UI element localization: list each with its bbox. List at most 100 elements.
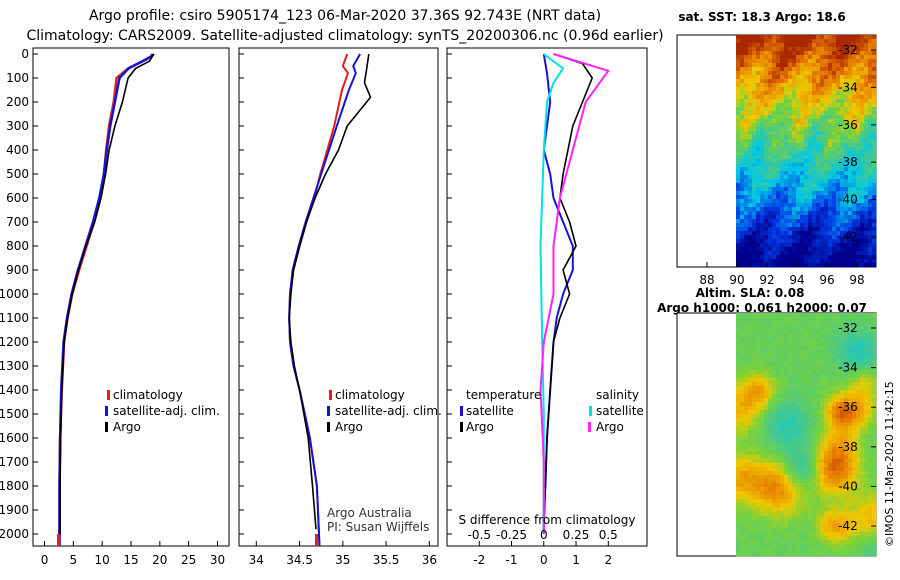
sst-cell xyxy=(808,87,813,92)
sst-cell xyxy=(772,79,777,84)
sst-cell xyxy=(828,143,833,148)
sst-cell xyxy=(768,147,773,152)
sla-cell xyxy=(784,543,789,549)
sla-cell xyxy=(860,414,865,419)
sla-cell xyxy=(760,398,765,403)
sst-cell xyxy=(788,243,793,248)
sla-cell xyxy=(868,495,873,500)
sst-cell xyxy=(864,87,869,92)
sst-cell xyxy=(864,99,869,104)
map-ytick-label: -42 xyxy=(838,519,858,533)
sla-cell xyxy=(868,442,873,447)
sla-cell xyxy=(820,523,825,528)
sst-cell xyxy=(752,255,757,260)
sst-cell xyxy=(756,215,761,220)
sst-cell xyxy=(800,91,805,96)
sla-cell xyxy=(788,547,793,553)
sst-cell xyxy=(864,211,869,216)
sst-cell xyxy=(804,215,809,220)
sst-cell xyxy=(872,219,877,224)
sla-cell xyxy=(760,313,765,318)
sla-cell xyxy=(788,325,793,330)
sst-cell xyxy=(816,247,821,252)
sst-cell xyxy=(752,251,757,256)
sst-cell xyxy=(780,43,785,48)
sla-cell xyxy=(808,317,813,322)
sla-cell xyxy=(764,402,769,407)
sla-cell xyxy=(832,454,837,460)
sst-cell xyxy=(844,239,849,244)
sla-cell xyxy=(816,406,821,411)
sla-cell xyxy=(772,483,777,488)
sla-cell xyxy=(760,430,765,435)
sst-cell xyxy=(788,135,793,140)
sla-cell xyxy=(840,422,845,427)
sst-cell xyxy=(836,179,841,184)
sla-cell xyxy=(800,515,805,520)
sst-cell xyxy=(796,139,801,144)
sst-cell xyxy=(864,79,869,84)
sst-cell xyxy=(824,167,829,172)
sst-cell xyxy=(780,159,785,164)
sla-cell xyxy=(832,422,837,427)
sst-cell xyxy=(864,51,869,56)
sst-cell xyxy=(804,211,809,216)
sst-cell xyxy=(748,139,753,144)
sla-cell xyxy=(760,454,765,460)
sla-cell xyxy=(836,491,841,496)
sla-cell xyxy=(844,353,849,358)
sla-cell xyxy=(872,495,877,500)
sla-cell xyxy=(788,373,793,379)
series-climatology xyxy=(288,53,349,547)
sla-cell xyxy=(784,523,789,528)
sla-cell xyxy=(816,438,821,443)
sst-cell xyxy=(760,239,765,244)
sst-cell xyxy=(784,87,789,92)
sst-cell xyxy=(836,255,841,260)
sst-cell xyxy=(824,75,829,80)
sla-cell xyxy=(768,329,773,334)
sla-cell xyxy=(848,398,853,403)
sla-cell xyxy=(764,398,769,403)
sla-cell xyxy=(800,406,805,411)
sla-cell xyxy=(740,462,745,468)
sst-cell xyxy=(828,91,833,96)
sla-cell xyxy=(776,406,781,411)
sst-cell xyxy=(792,135,797,140)
sst-cell xyxy=(752,227,757,232)
sst-cell xyxy=(860,135,865,140)
sla-cell xyxy=(776,495,781,500)
sla-cell xyxy=(788,479,793,484)
sla-cell xyxy=(860,434,865,439)
sla-cell xyxy=(864,406,869,411)
sst-cell xyxy=(772,135,777,140)
sla-cell xyxy=(776,398,781,403)
sla-cell xyxy=(872,487,877,492)
sst-cell xyxy=(788,51,793,56)
sst-cell xyxy=(764,199,769,204)
sla-cell xyxy=(804,329,809,334)
sst-cell xyxy=(756,151,761,156)
xtick-label: 5 xyxy=(70,553,78,567)
sst-cell xyxy=(844,51,849,56)
sla-cell xyxy=(872,369,877,375)
sst-cell xyxy=(836,247,841,252)
legend-label-satellite: satellite-adj. clim. xyxy=(113,404,220,418)
sla-cell xyxy=(840,511,845,516)
figure-title-line2: Climatology: CARS2009. Satellite-adjuste… xyxy=(26,28,663,44)
sla-cell xyxy=(772,325,777,330)
sst-cell xyxy=(764,183,769,188)
sla-cell xyxy=(816,487,821,492)
sla-cell xyxy=(808,458,813,464)
sst-cell xyxy=(760,95,765,100)
sla-cell xyxy=(816,321,821,326)
sst-cell xyxy=(844,55,849,60)
sst-cell xyxy=(768,263,773,268)
sla-cell xyxy=(764,329,769,334)
sla-cell xyxy=(820,543,825,549)
sst-cell xyxy=(776,223,781,228)
sst-cell xyxy=(796,147,801,152)
sst-cell xyxy=(776,151,781,156)
sst-cell xyxy=(744,243,749,248)
sst-cell xyxy=(772,155,777,160)
